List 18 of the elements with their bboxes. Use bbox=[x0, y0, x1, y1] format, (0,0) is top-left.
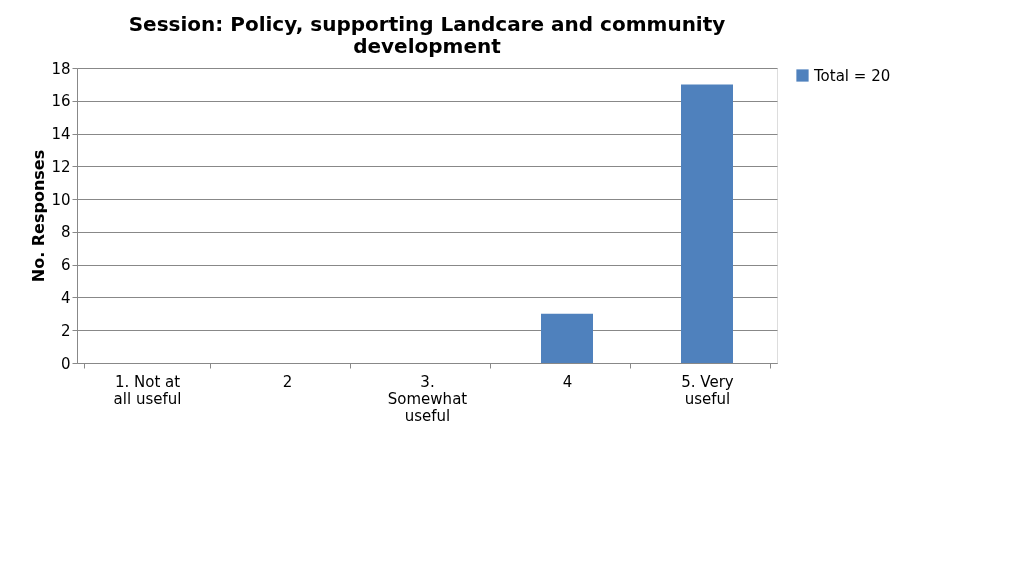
y-tick-label: 6 bbox=[60, 256, 71, 275]
x-tick-label: 3. Somewhat useful bbox=[387, 372, 468, 425]
y-tick-label: 0 bbox=[60, 354, 71, 373]
y-tick-label: 16 bbox=[51, 92, 71, 111]
x-tick-label: 2 bbox=[282, 372, 293, 391]
legend-label: Total = 20 bbox=[813, 66, 891, 85]
y-tick-label: 2 bbox=[60, 321, 71, 340]
x-tick-label: 1. Not at all useful bbox=[113, 372, 182, 408]
y-tick-label: 4 bbox=[60, 288, 71, 307]
x-tick-label: 4 bbox=[562, 372, 573, 391]
x-tick-label: 5. Very useful bbox=[681, 372, 734, 408]
y-tick-label: 10 bbox=[51, 190, 71, 209]
y-tick-label: 18 bbox=[51, 59, 71, 78]
y-tick-label: 14 bbox=[51, 125, 71, 144]
y-axis-title: No. Responses bbox=[29, 149, 49, 283]
chart-title: Session: Policy, supporting Landcare and community development bbox=[128, 12, 726, 58]
y-tick-label: 8 bbox=[60, 223, 71, 242]
y-tick-label: 12 bbox=[51, 157, 71, 176]
